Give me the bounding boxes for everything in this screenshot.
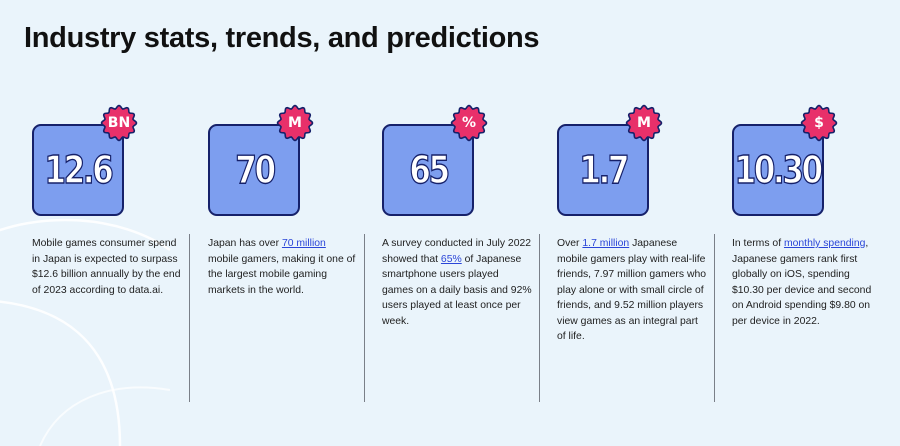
- column-divider: [539, 234, 540, 402]
- desc-link[interactable]: monthly spending: [783, 238, 866, 249]
- desc-text: Japan has over: [208, 238, 282, 249]
- column-divider: [364, 234, 365, 402]
- column-divider: [714, 234, 715, 402]
- unit-badge: %: [450, 104, 488, 142]
- column-divider: [189, 234, 190, 402]
- stat-value: 10.30: [734, 147, 824, 192]
- desc-text: , Japanese gamers rank first globally on…: [732, 238, 872, 327]
- desc-link[interactable]: 70 million: [281, 238, 326, 249]
- stat-description: A survey conducted in July 2022 showed t…: [382, 236, 532, 329]
- desc-text: A survey conducted in July 2022 showed t…: [382, 238, 532, 265]
- badge-label: BN: [107, 115, 131, 131]
- desc-link[interactable]: 1.7 million: [582, 238, 630, 249]
- unit-badge: M: [625, 104, 663, 142]
- desc-text: In terms of: [732, 238, 784, 249]
- stat-value: 70: [234, 147, 276, 192]
- stat-tile: 1.7: [557, 124, 649, 216]
- scalloped-badge-icon: [800, 104, 838, 142]
- badge-label: M: [637, 115, 651, 131]
- stat-card-gamers: 70 M Japan has over 70 million mobile ga…: [206, 104, 374, 408]
- stat-card-spend: 12.6 BN Mobile games consumer spend in J…: [30, 104, 198, 408]
- stat-value: 65: [408, 147, 450, 192]
- stat-description: Over 1.7 million Japanese mobile gamers …: [557, 236, 707, 345]
- desc-text: Japanese mobile gamers play with real-li…: [557, 238, 707, 342]
- desc-text: Mobile games consumer spend in Japan is …: [32, 238, 181, 296]
- unit-badge: BN: [100, 104, 138, 142]
- stat-description: Mobile games consumer spend in Japan is …: [32, 236, 182, 298]
- badge-label: M: [288, 115, 302, 131]
- stat-value: 12.6: [44, 147, 115, 192]
- scalloped-badge-icon: [625, 104, 663, 142]
- stat-description: Japan has over 70 million mobile gamers,…: [208, 236, 358, 298]
- badge-label: $: [814, 115, 824, 131]
- scalloped-badge-icon: [276, 104, 314, 142]
- stat-tile: 70: [208, 124, 300, 216]
- scalloped-badge-icon: [100, 104, 138, 142]
- stat-tile: 12.6: [32, 124, 124, 216]
- badge-label: %: [461, 115, 477, 131]
- page-title: Industry stats, trends, and predictions: [24, 22, 540, 54]
- stat-card-monthly-spending: 10.30 $ In terms of monthly spending, Ja…: [730, 104, 898, 408]
- desc-text: mobile gamers, making it one of the larg…: [208, 253, 356, 296]
- desc-text: of Japanese smartphone users played game…: [382, 253, 532, 327]
- stat-tile: 65: [382, 124, 474, 216]
- unit-badge: M: [276, 104, 314, 142]
- stat-card-survey: 65 % A survey conducted in July 2022 sho…: [380, 104, 548, 408]
- stat-description: In terms of monthly spending, Japanese g…: [732, 236, 882, 329]
- unit-badge: $: [800, 104, 838, 142]
- scalloped-badge-icon: [450, 104, 488, 142]
- stat-card-friends: 1.7 M Over 1.7 million Japanese mobile g…: [555, 104, 723, 408]
- desc-link[interactable]: 65%: [440, 253, 462, 265]
- desc-text: Over: [557, 238, 583, 249]
- stat-value: 1.7: [579, 147, 630, 192]
- stat-tile: 10.30: [732, 124, 824, 216]
